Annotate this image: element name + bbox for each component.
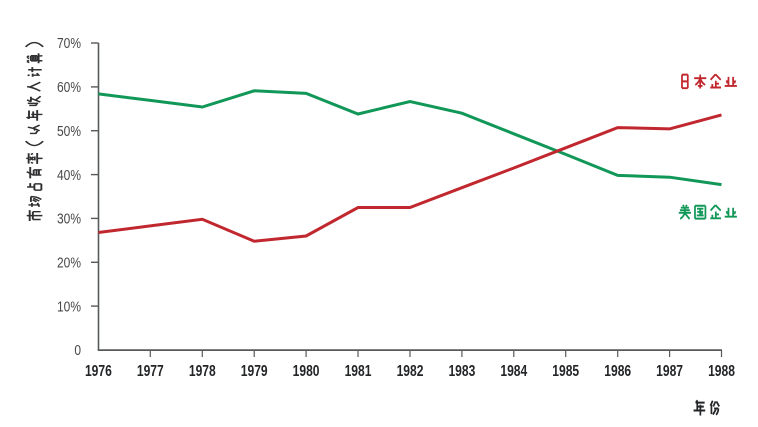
- svg-text:1978: 1978: [189, 362, 216, 380]
- svg-text:1979: 1979: [241, 362, 268, 380]
- svg-text:1976: 1976: [85, 362, 112, 380]
- svg-text:60%: 60%: [57, 79, 81, 96]
- svg-text:1980: 1980: [293, 362, 320, 380]
- svg-text:1988: 1988: [708, 362, 735, 380]
- svg-text:1987: 1987: [656, 362, 683, 380]
- svg-text:1983: 1983: [448, 362, 475, 380]
- svg-text:1982: 1982: [397, 362, 424, 380]
- svg-text:1986: 1986: [604, 362, 631, 380]
- svg-text:1984: 1984: [500, 362, 527, 380]
- svg-text:70%: 70%: [57, 35, 81, 52]
- svg-text:50%: 50%: [57, 123, 81, 140]
- svg-text:20%: 20%: [57, 254, 81, 271]
- svg-text:0: 0: [74, 342, 81, 359]
- svg-text:10%: 10%: [57, 298, 81, 315]
- svg-text:30%: 30%: [57, 210, 81, 227]
- svg-text:40%: 40%: [57, 167, 81, 184]
- svg-text:1985: 1985: [552, 362, 579, 380]
- svg-text:1977: 1977: [137, 362, 164, 380]
- svg-text:1981: 1981: [345, 362, 372, 380]
